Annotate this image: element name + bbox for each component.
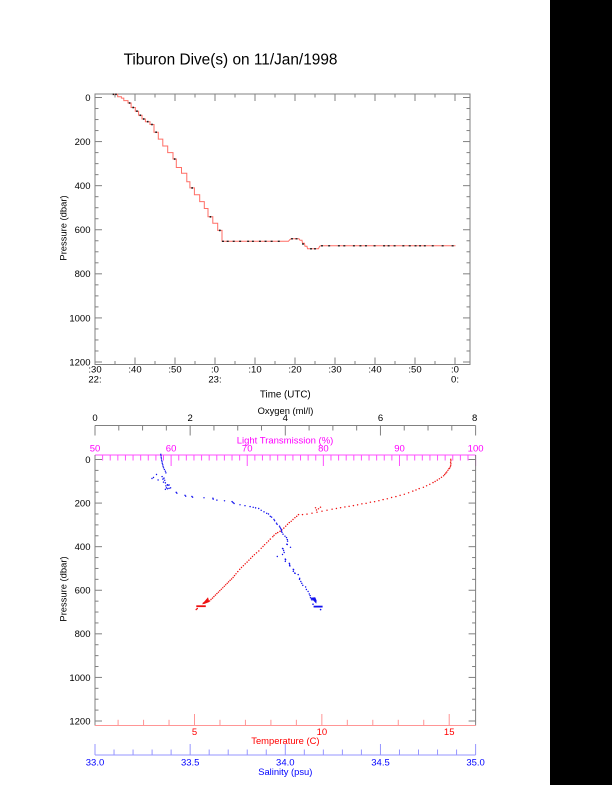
svg-text:50: 50 <box>90 443 101 454</box>
svg-text:Salinity (psu): Salinity (psu) <box>258 766 312 777</box>
svg-text:34.5: 34.5 <box>371 757 390 768</box>
svg-text:0: 0 <box>92 413 97 424</box>
svg-text:35.0: 35.0 <box>466 757 485 768</box>
svg-text:200: 200 <box>75 137 91 148</box>
svg-text:70: 70 <box>242 443 253 454</box>
svg-text:800: 800 <box>75 629 91 640</box>
svg-text:600: 600 <box>75 586 91 597</box>
svg-text:Pressure (dbar): Pressure (dbar) <box>57 195 68 260</box>
svg-text:15: 15 <box>444 727 455 738</box>
svg-text:6: 6 <box>378 413 383 424</box>
svg-text::0: :0 <box>211 365 219 376</box>
svg-text:23:: 23: <box>208 375 221 386</box>
svg-text:2: 2 <box>188 413 193 424</box>
svg-text:400: 400 <box>75 181 91 192</box>
svg-text::50: :50 <box>168 365 181 376</box>
svg-text:0:: 0: <box>451 375 459 386</box>
svg-text:10: 10 <box>317 727 328 738</box>
svg-text:34.0: 34.0 <box>276 757 295 768</box>
svg-text::0: :0 <box>451 365 459 376</box>
svg-text::20: :20 <box>288 365 301 376</box>
svg-text:Light Transmission (%): Light Transmission (%) <box>237 435 334 446</box>
svg-text:200: 200 <box>75 499 91 510</box>
svg-text:22:: 22: <box>88 375 101 386</box>
svg-text:Pressure (dbar): Pressure (dbar) <box>57 556 68 621</box>
svg-text::40: :40 <box>368 365 381 376</box>
svg-text::40: :40 <box>128 365 141 376</box>
svg-text:1000: 1000 <box>69 313 90 324</box>
svg-text:Oxygen (ml/l): Oxygen (ml/l) <box>258 405 314 416</box>
svg-text::50: :50 <box>408 365 421 376</box>
svg-text:800: 800 <box>75 269 91 280</box>
svg-text:60: 60 <box>166 443 177 454</box>
svg-text:0: 0 <box>85 93 90 104</box>
svg-text:400: 400 <box>75 542 91 553</box>
svg-text:Time (UTC): Time (UTC) <box>260 389 311 400</box>
svg-text:4: 4 <box>283 413 288 424</box>
svg-text:90: 90 <box>394 443 405 454</box>
svg-text:1200: 1200 <box>69 716 90 727</box>
svg-text:Tiburon Dive(s) on 11/Jan/1998: Tiburon Dive(s) on 11/Jan/1998 <box>124 52 338 69</box>
svg-text:80: 80 <box>318 443 329 454</box>
svg-text:33.5: 33.5 <box>181 757 200 768</box>
svg-text:0: 0 <box>85 455 90 466</box>
svg-text:33.0: 33.0 <box>86 757 105 768</box>
svg-text::30: :30 <box>88 365 101 376</box>
svg-text:1200: 1200 <box>69 357 90 368</box>
svg-text:1000: 1000 <box>69 673 90 684</box>
svg-text:Temperature (C): Temperature (C) <box>251 735 319 746</box>
svg-text::30: :30 <box>328 365 341 376</box>
svg-text:8: 8 <box>472 413 477 424</box>
svg-text:600: 600 <box>75 225 91 236</box>
svg-text::10: :10 <box>248 365 261 376</box>
svg-text:100: 100 <box>468 443 484 454</box>
svg-text:5: 5 <box>192 727 197 738</box>
